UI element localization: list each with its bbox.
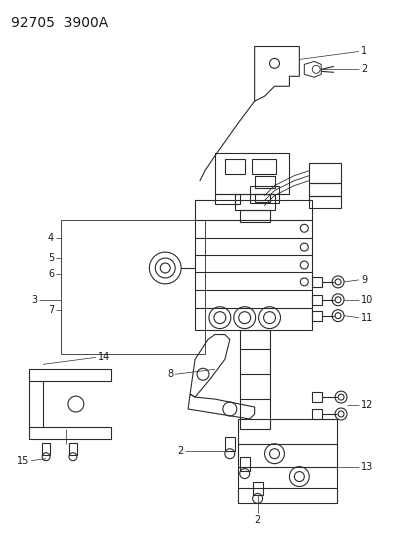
Bar — [215, 153, 289, 195]
Text: 2: 2 — [254, 515, 261, 526]
Text: 15: 15 — [17, 456, 29, 466]
Text: 14: 14 — [98, 352, 110, 362]
Text: 2: 2 — [361, 64, 367, 75]
Bar — [309, 163, 341, 183]
Text: 6: 6 — [48, 269, 54, 279]
Bar — [235, 195, 274, 211]
Text: 1: 1 — [361, 46, 367, 56]
Bar — [240, 457, 249, 471]
Bar — [240, 329, 269, 429]
Bar — [253, 481, 263, 496]
Text: 12: 12 — [361, 400, 373, 410]
Bar — [42, 443, 50, 455]
Text: 9: 9 — [361, 275, 367, 285]
Bar — [69, 443, 77, 455]
Bar — [61, 220, 205, 354]
Text: 2: 2 — [177, 446, 183, 456]
Bar — [240, 211, 269, 222]
Bar — [252, 159, 276, 174]
Text: 92705  3900A: 92705 3900A — [11, 15, 109, 30]
Bar — [255, 176, 274, 188]
Bar — [225, 437, 235, 451]
Text: 7: 7 — [48, 305, 54, 314]
Bar — [225, 159, 245, 174]
Bar — [312, 392, 322, 402]
Text: 5: 5 — [48, 253, 54, 263]
Bar — [309, 183, 341, 197]
Bar — [312, 311, 322, 321]
Text: 4: 4 — [48, 233, 54, 243]
Bar — [309, 197, 341, 208]
Text: 13: 13 — [361, 462, 373, 472]
Bar — [195, 200, 312, 329]
Text: 3: 3 — [31, 295, 37, 305]
Text: 8: 8 — [167, 369, 173, 379]
Text: 11: 11 — [361, 313, 373, 322]
Bar — [215, 195, 240, 205]
Text: 10: 10 — [361, 295, 373, 305]
Bar — [312, 295, 322, 305]
Bar — [312, 277, 322, 287]
Bar — [255, 195, 269, 203]
Bar — [312, 409, 322, 419]
Bar — [249, 185, 280, 204]
Bar — [238, 419, 337, 503]
